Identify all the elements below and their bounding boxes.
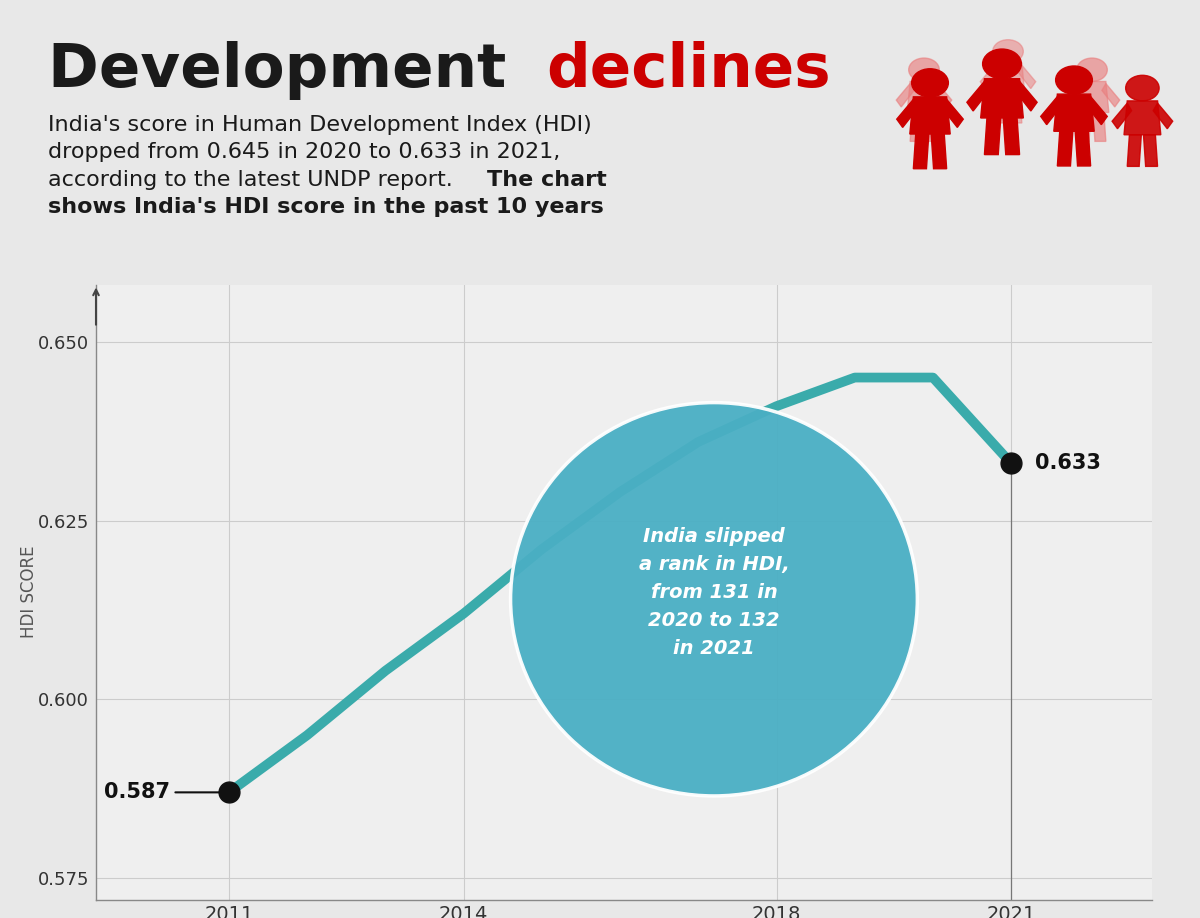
- Text: shows India's HDI score in the past 10 years: shows India's HDI score in the past 10 y…: [48, 197, 604, 218]
- Text: The chart: The chart: [487, 170, 607, 190]
- Text: according to the latest UNDP report.: according to the latest UNDP report.: [48, 170, 460, 190]
- Text: dropped from 0.645 in 2020 to 0.633 in 2021,: dropped from 0.645 in 2020 to 0.633 in 2…: [48, 142, 560, 162]
- Text: India's score in Human Development Index (HDI): India's score in Human Development Index…: [48, 115, 592, 135]
- Text: India slipped
a rank in HDI,
from 131 in
2020 to 132
in 2021: India slipped a rank in HDI, from 131 in…: [638, 527, 790, 657]
- Ellipse shape: [510, 403, 917, 796]
- Text: 0.587: 0.587: [104, 782, 227, 802]
- Text: Development: Development: [48, 41, 528, 100]
- Text: declines: declines: [546, 41, 830, 100]
- Text: 0.633: 0.633: [1034, 453, 1100, 474]
- Y-axis label: HDI SCORE: HDI SCORE: [20, 546, 38, 638]
